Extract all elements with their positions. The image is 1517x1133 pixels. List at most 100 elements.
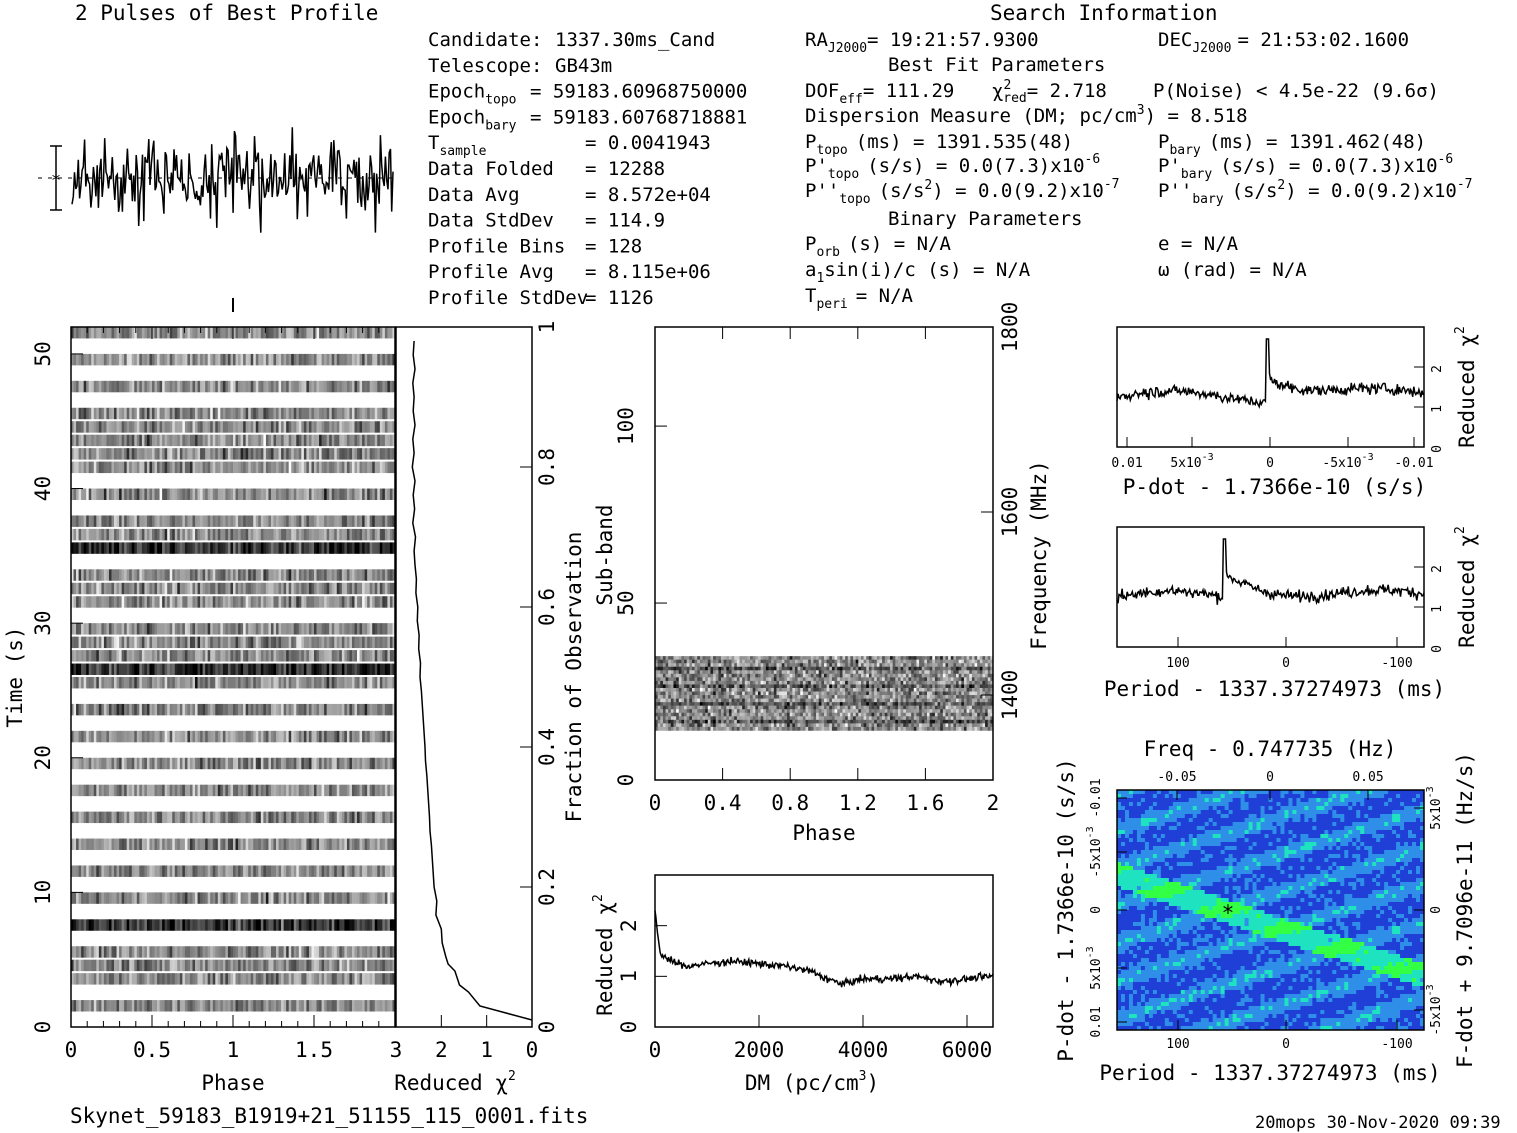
time-phase-cell (351, 380, 355, 393)
time-phase-cell (93, 380, 97, 393)
time-phase-cell (182, 973, 186, 985)
time-phase-cell (111, 569, 115, 581)
time-phase-cell (121, 542, 125, 554)
time-phase-cell (114, 663, 117, 675)
subband-cell (771, 656, 775, 660)
time-phase-cell (250, 353, 254, 366)
subband-cell (699, 659, 703, 664)
time-phase-cell (126, 596, 130, 608)
time-phase-cell (296, 838, 300, 850)
time-phase-cell (119, 327, 122, 339)
time-phase-cell (235, 582, 239, 595)
time-phase-cell (389, 703, 393, 716)
time-phase-cell (306, 596, 310, 608)
time-phase-cell (126, 959, 130, 972)
time-phase-cell (116, 730, 120, 743)
time-phase-cell (283, 434, 287, 447)
time-phase-cell (362, 596, 365, 608)
time-phase-cell (141, 407, 145, 420)
info-left-label: Candidate: (428, 29, 542, 51)
subband-cell (697, 666, 701, 671)
time-phase-cell (238, 528, 241, 541)
time-phase-cell (250, 528, 254, 541)
subband-cell (676, 670, 680, 675)
time-phase-cell (265, 959, 269, 972)
time-phase-cell (319, 865, 322, 877)
subband-cell (736, 670, 740, 675)
time-phase-cell (227, 448, 231, 460)
subband-cell (860, 663, 864, 668)
time-phase-cell (374, 434, 378, 447)
time-phase-cell (76, 1000, 79, 1012)
time-phase-cell (108, 757, 112, 770)
subband-cell (794, 656, 798, 660)
time-phase-cell (369, 596, 373, 608)
time-phase-cell (81, 515, 84, 527)
subband-cell (940, 666, 944, 671)
time-phase-cell (255, 757, 259, 770)
time-phase-cell (162, 838, 165, 850)
time-phase-cell (116, 528, 120, 541)
time-phase-cell (362, 515, 365, 527)
time-phase-cell (387, 448, 391, 460)
time-phase-cell (157, 973, 160, 985)
time-phase-cell (195, 1000, 198, 1012)
time-phase-cell (172, 448, 176, 460)
subband-cell (876, 666, 880, 671)
time-phase-cell (149, 582, 153, 595)
time-phase-cell (184, 636, 188, 649)
time-phase-cell (210, 703, 214, 716)
time-phase-cell (278, 596, 282, 608)
time-phase-cell (243, 596, 246, 608)
time-phase-cell (164, 569, 168, 581)
time-phase-cell (379, 892, 383, 904)
time-phase-cell (296, 865, 300, 877)
time-phase-cell (76, 919, 79, 931)
time-phase-cell (270, 327, 274, 339)
time-phase-cell (217, 757, 221, 770)
time-phase-cell (283, 865, 287, 877)
time-phase-cell (212, 973, 216, 985)
subband-cell (874, 663, 878, 668)
time-phase-cell (149, 542, 153, 554)
time-phase-cell (316, 407, 320, 420)
time-phase-cell (319, 353, 322, 366)
time-phase-cell (288, 811, 292, 824)
time-phase-cell (349, 650, 353, 662)
time-phase-cell (139, 838, 143, 850)
time-phase-cell (108, 663, 112, 675)
time-phase-cell (281, 784, 284, 797)
time-phase-cell (306, 703, 310, 716)
time-phase-cell (273, 569, 277, 581)
time-phase-cell (227, 380, 231, 393)
time-phase-cell (336, 542, 340, 554)
time-phase-cell (298, 488, 302, 500)
time-phase-cell (103, 677, 107, 689)
time-phase-cell (195, 636, 198, 649)
time-phase-cell (334, 636, 338, 649)
time-phase-cell (233, 1000, 236, 1012)
subband-cell (668, 656, 672, 660)
time-phase-cell (101, 528, 105, 541)
time-phase-cell (311, 946, 315, 958)
time-phase-cell (141, 596, 145, 608)
time-phase-cell (367, 919, 370, 931)
subband-cell (802, 666, 806, 671)
time-phase-cell (98, 811, 102, 824)
time-phase-cell (324, 919, 327, 931)
time-phase-cell (367, 407, 370, 420)
time-phase-cell (235, 677, 239, 689)
time-phase-cell (106, 542, 110, 554)
subband-cell (771, 663, 775, 668)
time-phase-cell (162, 353, 165, 366)
time-phase-cell (230, 434, 234, 447)
time-phase-cell (311, 865, 315, 877)
time-phase-cell (291, 811, 295, 824)
time-phase-cell (71, 596, 74, 608)
time-phase-cell (321, 542, 325, 554)
time-phase-cell (210, 1000, 214, 1012)
time-phase-cell (119, 892, 122, 904)
time-phase-cell (111, 892, 115, 904)
time-phase-cell (174, 919, 178, 931)
